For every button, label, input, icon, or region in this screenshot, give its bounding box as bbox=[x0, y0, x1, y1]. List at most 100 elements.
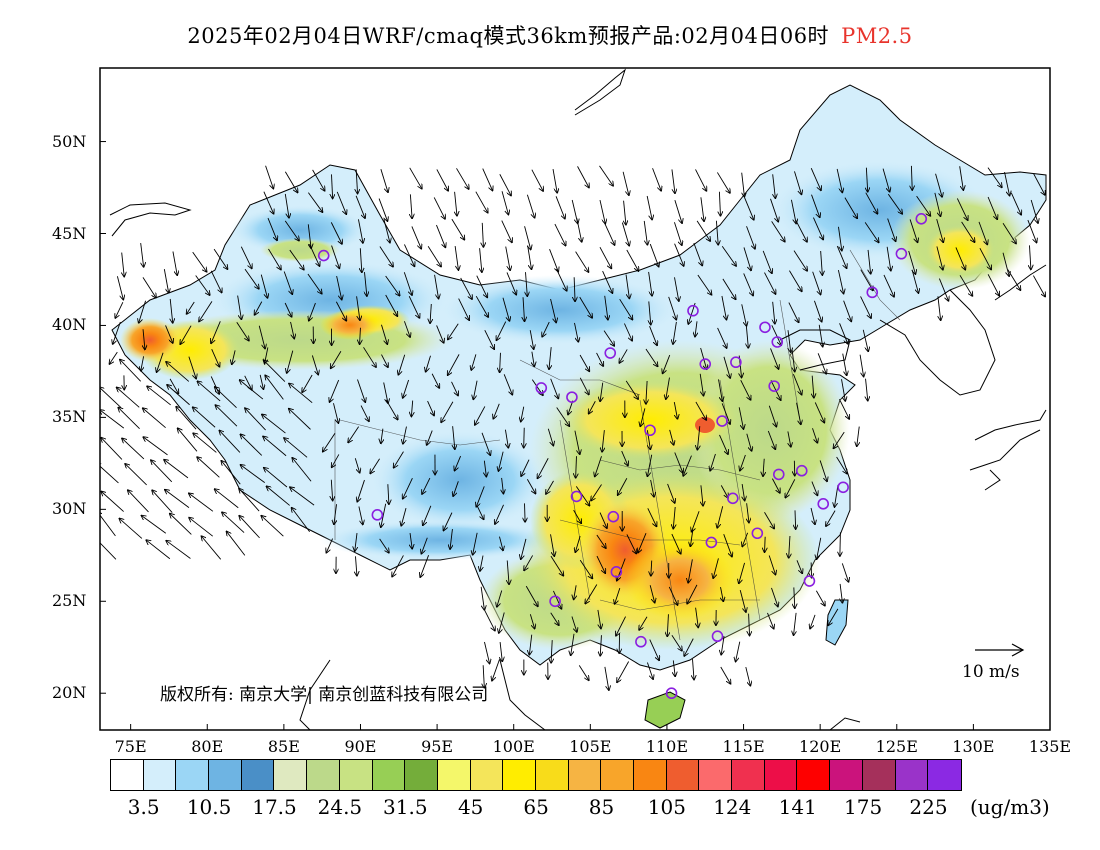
wind-arrow bbox=[1030, 199, 1038, 223]
wind-arrow bbox=[128, 490, 149, 513]
wind-arrow bbox=[717, 327, 727, 348]
wind-arrow bbox=[227, 532, 246, 556]
wind-arrow bbox=[828, 608, 839, 625]
japan-coast bbox=[994, 264, 1047, 301]
lon-tick-label: 110E bbox=[645, 737, 689, 756]
station-marker bbox=[837, 481, 849, 494]
wind-arrow bbox=[538, 458, 549, 478]
wind-arrow bbox=[311, 355, 318, 374]
wind-arrow bbox=[302, 374, 313, 392]
wind-arrow bbox=[268, 248, 280, 270]
wind-arrow bbox=[743, 273, 753, 295]
station-marker bbox=[803, 575, 816, 587]
wind-arrow bbox=[862, 329, 868, 351]
lon-tick-label: 125E bbox=[875, 737, 918, 756]
wind-arrow bbox=[506, 272, 516, 294]
lat-tick-label: 35N bbox=[52, 407, 87, 427]
wind-arrow bbox=[911, 269, 918, 293]
wind-arrow bbox=[579, 559, 592, 578]
lon-tick-label: 135E bbox=[1028, 737, 1072, 756]
wind-arrow bbox=[865, 192, 878, 214]
station-marker bbox=[915, 212, 928, 225]
wind-arrow bbox=[283, 271, 292, 295]
station-marker bbox=[772, 468, 785, 481]
wind-arrow bbox=[740, 379, 751, 400]
wind-arrow bbox=[793, 250, 807, 271]
wind-arrow bbox=[122, 252, 124, 277]
wind-arrow bbox=[699, 373, 703, 396]
wind-arrow bbox=[431, 373, 439, 388]
wind-arrow bbox=[525, 585, 538, 606]
wind-arrow bbox=[749, 613, 750, 636]
wind-arrow bbox=[887, 218, 896, 242]
vector-legend-label: 10 m/s bbox=[962, 662, 1020, 682]
wind-arrow bbox=[576, 456, 577, 478]
wind-arrow bbox=[484, 641, 489, 663]
colorbar-swatch bbox=[176, 760, 210, 790]
wind-arrow bbox=[411, 226, 421, 248]
wind-arrow bbox=[290, 487, 315, 506]
wind-arrow bbox=[117, 388, 140, 408]
wind-arrow bbox=[265, 165, 274, 189]
wind-arrow bbox=[739, 590, 746, 612]
wind-arrow bbox=[197, 381, 221, 402]
wind-arrow bbox=[692, 659, 694, 679]
wind-arrow bbox=[576, 218, 582, 242]
wind-arrow bbox=[170, 298, 172, 323]
wind-arrow bbox=[866, 378, 868, 401]
colorbar-swatch bbox=[732, 760, 765, 790]
wind-arrow bbox=[166, 362, 190, 382]
wind-arrow bbox=[244, 268, 259, 289]
wind-arrow bbox=[381, 354, 387, 368]
wind-arrow bbox=[118, 408, 140, 430]
wind-arrow bbox=[723, 356, 730, 378]
wind-arrow bbox=[647, 508, 657, 526]
wind-arrow bbox=[916, 195, 931, 216]
wind-arrow bbox=[507, 560, 509, 585]
colorbar-swatch bbox=[830, 760, 863, 790]
wind-arrow bbox=[499, 174, 511, 195]
wind-arrow bbox=[331, 351, 342, 368]
wind-vector-field bbox=[100, 165, 1045, 690]
wind-arrow bbox=[700, 197, 704, 221]
wind-arrow bbox=[815, 590, 825, 606]
wind-arrow bbox=[284, 220, 299, 241]
wind-arrow bbox=[721, 295, 727, 320]
wind-arrow bbox=[331, 245, 340, 269]
colorbar-swatch bbox=[111, 760, 144, 790]
colorbar-swatch bbox=[699, 760, 733, 790]
wind-arrow bbox=[597, 609, 601, 628]
wind-arrow bbox=[140, 242, 144, 267]
wind-arrow bbox=[626, 534, 636, 553]
wind-arrow bbox=[165, 490, 190, 509]
wind-arrow bbox=[550, 555, 563, 576]
colorbar-units: (ug/m3) bbox=[970, 795, 1050, 819]
wind-arrow bbox=[771, 587, 777, 607]
station-marker bbox=[635, 635, 647, 648]
wind-arrow bbox=[673, 506, 675, 529]
wind-arrow bbox=[143, 408, 166, 429]
wind-arrow bbox=[839, 323, 848, 343]
wind-arrow bbox=[109, 351, 118, 364]
wind-arrow bbox=[448, 323, 459, 340]
wind-arrow bbox=[378, 198, 387, 221]
wind-arrow bbox=[476, 275, 487, 298]
indochina-coast bbox=[299, 659, 331, 730]
wind-arrow bbox=[600, 635, 601, 655]
colorbar-swatch bbox=[437, 760, 471, 790]
wind-arrow bbox=[674, 222, 681, 245]
wind-arrow bbox=[309, 302, 316, 320]
wind-arrow bbox=[818, 324, 822, 347]
wind-arrow bbox=[843, 300, 852, 322]
wind-arrow bbox=[938, 296, 941, 320]
wind-arrow bbox=[427, 246, 441, 266]
wind-arrow bbox=[482, 168, 493, 191]
lat-tick-label: 45N bbox=[52, 223, 87, 243]
wind-arrow bbox=[524, 226, 531, 249]
wind-arrow bbox=[524, 555, 534, 570]
wind-arrow bbox=[146, 540, 171, 560]
station-marker bbox=[817, 498, 830, 510]
colorbar-label: 175 bbox=[844, 795, 883, 819]
wind-arrow bbox=[546, 480, 554, 494]
wind-arrow bbox=[718, 379, 723, 401]
